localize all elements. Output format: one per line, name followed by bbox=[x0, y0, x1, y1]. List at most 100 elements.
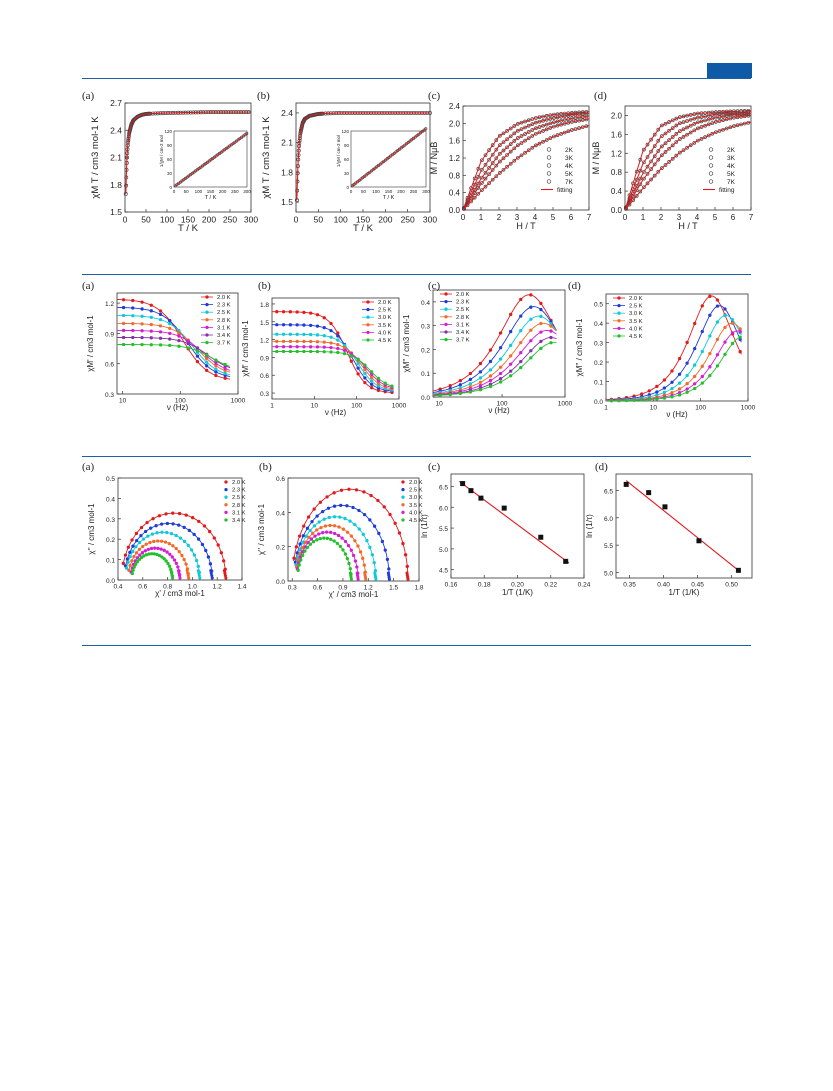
r3a-data-point bbox=[223, 573, 227, 578]
r1c-legend-marker bbox=[546, 171, 552, 176]
r3b-ytick-label: 0.2 bbox=[276, 545, 285, 552]
r2b-data-point bbox=[363, 380, 367, 385]
r2b-data-point bbox=[309, 339, 313, 344]
r1c-data-point bbox=[512, 146, 517, 151]
r3a-xtick-label: 1.2 bbox=[213, 584, 222, 591]
r2c-legend-label: 3.1 K bbox=[456, 322, 470, 328]
r3a-data-point bbox=[149, 546, 154, 551]
r2d-data-point bbox=[685, 361, 689, 365]
r2c-data-point bbox=[519, 359, 523, 364]
r1c-ytick-label: 2.4 bbox=[449, 102, 461, 111]
r1c-data-point bbox=[483, 184, 488, 189]
r2b-data-point bbox=[329, 335, 333, 339]
r2d-data-point bbox=[677, 387, 682, 391]
r1d-legend-label: 7K bbox=[727, 179, 736, 186]
r2a-xtick-label: 10 bbox=[119, 398, 127, 405]
r2d-data-point bbox=[723, 352, 727, 357]
r3a-series-line bbox=[125, 531, 201, 577]
r3c-data-point bbox=[468, 488, 474, 494]
r2d-data-point bbox=[700, 349, 704, 354]
r2d-panel-label: (d) bbox=[568, 280, 581, 292]
r2d-ylabel: χM'' / cm3 mol-1 bbox=[575, 318, 584, 376]
r1a-xtick-label: 300 bbox=[244, 215, 258, 225]
r2a-data-point bbox=[214, 370, 218, 374]
r2d-data-point bbox=[700, 364, 704, 368]
r1c-data-point bbox=[555, 133, 560, 137]
r2d-data-point bbox=[715, 337, 720, 342]
r2b-data-point bbox=[322, 334, 326, 338]
r3a-xtick-label: 0.6 bbox=[138, 584, 147, 591]
r1d-legend-marker bbox=[708, 179, 714, 184]
r3a-legend-marker bbox=[224, 518, 228, 522]
r1c-data-point bbox=[516, 128, 520, 133]
r3a-data-point bbox=[167, 542, 171, 546]
r2c-data-point bbox=[468, 377, 473, 382]
r3b-data-point bbox=[307, 535, 311, 540]
r2d-data-point bbox=[685, 387, 689, 391]
r3a-data-point bbox=[168, 552, 172, 556]
r1a-inset-ytick-label: 30 bbox=[167, 171, 173, 176]
r2d-data-point bbox=[715, 298, 720, 302]
r1c-xtick-label: 0 bbox=[461, 213, 466, 222]
r1d-data-point bbox=[681, 148, 686, 153]
r2a-legend-marker bbox=[205, 333, 209, 337]
r3a-data-point bbox=[144, 542, 148, 546]
r3a-data-point bbox=[141, 544, 145, 549]
r1c-ytick-label: 1.6 bbox=[449, 137, 461, 146]
r1d-ylabel: M / NμB bbox=[591, 142, 601, 175]
r3b-data-point bbox=[349, 548, 353, 552]
r1c-data-point bbox=[501, 131, 506, 136]
r2c-data-point bbox=[488, 378, 493, 383]
r2b-data-point bbox=[295, 345, 299, 349]
r3a-data-point bbox=[174, 533, 178, 538]
r3d-ytick-label: 6.0 bbox=[604, 516, 613, 523]
r1c-data-point bbox=[494, 138, 499, 142]
r3b-data-point bbox=[338, 544, 342, 549]
r3a-data-point bbox=[155, 531, 159, 535]
r3b-data-point bbox=[323, 524, 328, 528]
r3a-xtick-label: 1.0 bbox=[188, 584, 197, 591]
r3b-legend-label: 4.0 K bbox=[409, 510, 423, 516]
r2a-data-point bbox=[158, 336, 163, 340]
r2d-xtick-label: 1000 bbox=[741, 405, 756, 412]
r1d-data-point bbox=[663, 150, 668, 154]
r1d-legend-label: 4K bbox=[727, 163, 736, 170]
r2b-xtick-label: 1 bbox=[270, 403, 274, 410]
r2b-data-point bbox=[288, 339, 293, 344]
r1c-data-point bbox=[508, 126, 513, 131]
r3b-data-point bbox=[297, 534, 302, 538]
r3a-data-point bbox=[135, 538, 139, 543]
r1c-data-point bbox=[548, 136, 553, 140]
r1d-xtick-label: 3 bbox=[677, 213, 682, 222]
r1c-ylabel: M / NμB bbox=[429, 142, 439, 175]
r1d-data-point bbox=[656, 149, 661, 153]
r1a-ytick-label: 2.1 bbox=[110, 153, 122, 163]
r2c-data-point bbox=[529, 317, 533, 321]
r3b-data-point bbox=[332, 504, 337, 508]
r2a-ytick-label: 0.6 bbox=[105, 362, 114, 369]
r3a-data-point bbox=[132, 555, 136, 559]
r3a-data-point bbox=[131, 549, 135, 554]
r3b-data-point bbox=[325, 495, 329, 499]
r1c-data-point bbox=[526, 136, 531, 141]
r2c-data-point bbox=[488, 348, 493, 352]
r1c-data-point bbox=[483, 162, 488, 167]
r1d-data-point bbox=[642, 169, 646, 174]
r1d-data-point bbox=[649, 149, 653, 154]
r3a-data-point bbox=[123, 553, 128, 557]
r1b-inset-ytick-label: 60 bbox=[344, 157, 350, 162]
r3a-data-point bbox=[157, 514, 162, 518]
r2d-data-point bbox=[632, 398, 636, 402]
r2b-data-point bbox=[315, 345, 320, 349]
r1c-data-point bbox=[476, 175, 481, 179]
r2d-data-point bbox=[693, 374, 697, 378]
r2d-ytick-label: 0.2 bbox=[594, 360, 603, 367]
r3b-legend-marker bbox=[401, 487, 405, 492]
r2d-data-point bbox=[677, 381, 682, 385]
r2b-data-point bbox=[295, 339, 299, 344]
r2c-ytick-label: 0.2 bbox=[421, 347, 430, 354]
r1d-panel-label: (d) bbox=[594, 90, 607, 102]
r1c-data-point bbox=[465, 203, 470, 208]
r1a-xtick-label: 100 bbox=[160, 215, 174, 225]
r3b-data-point bbox=[355, 571, 359, 575]
